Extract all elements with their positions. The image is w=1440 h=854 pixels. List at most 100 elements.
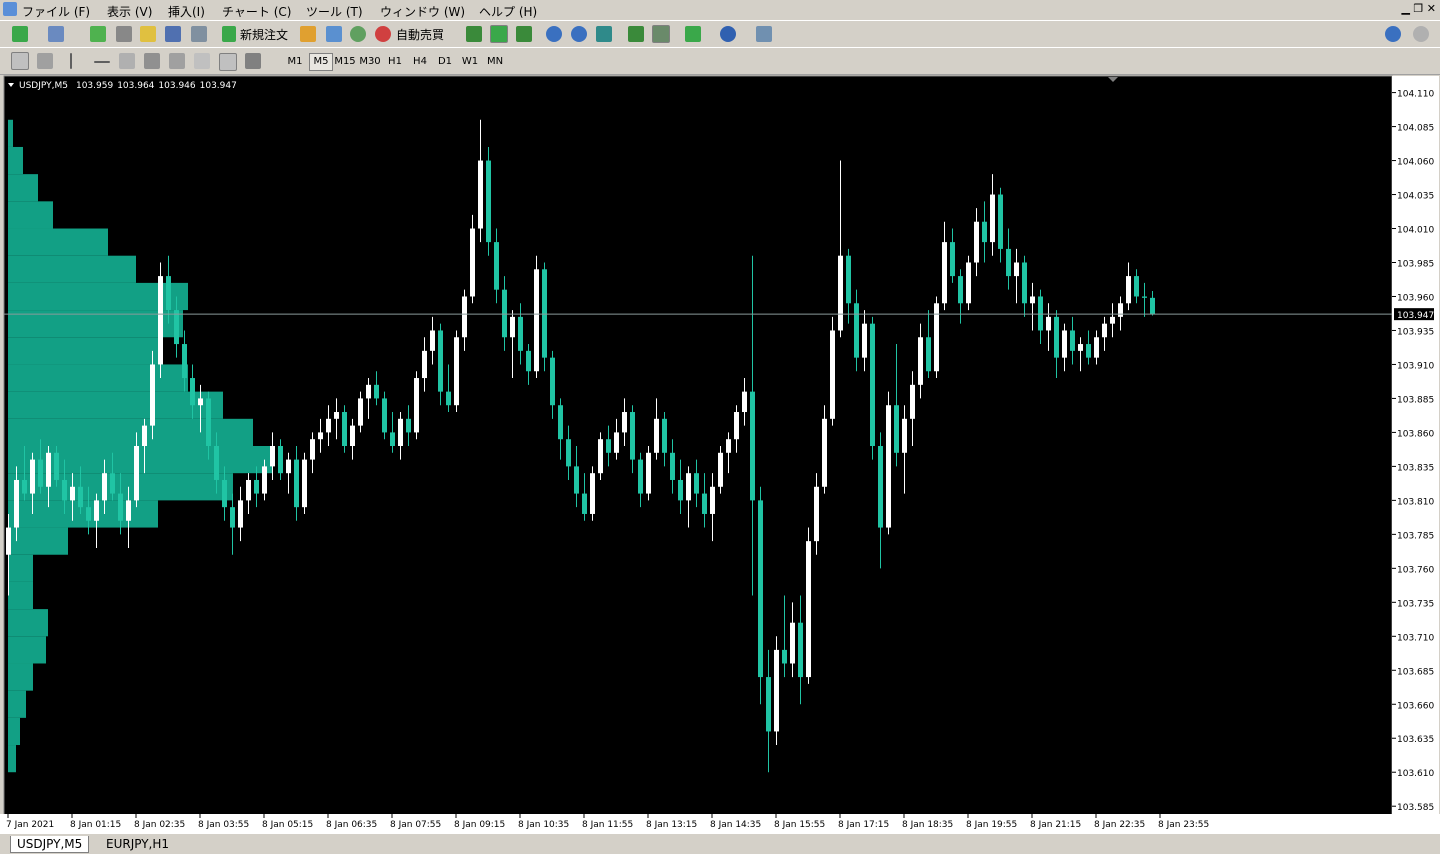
- chart-tab[interactable]: EURJPY,H1: [106, 837, 170, 851]
- candle-body: [350, 425, 355, 446]
- menu-item[interactable]: ウィンドウ (W): [380, 5, 466, 19]
- candle-body: [438, 330, 443, 392]
- cursor-tool[interactable]: [11, 52, 29, 70]
- candle: [310, 432, 315, 474]
- signals-icon[interactable]: [326, 26, 342, 42]
- profile-bar: [8, 609, 48, 637]
- candle: [246, 473, 251, 514]
- candle: [990, 174, 995, 256]
- profiles-icon[interactable]: [48, 26, 64, 42]
- candle: [670, 439, 675, 494]
- menu-item[interactable]: 挿入(I): [168, 5, 205, 19]
- chart-tab[interactable]: USDJPY,M5: [10, 836, 90, 853]
- metaeditor-icon[interactable]: [300, 26, 316, 42]
- ohlc-value: 103.946: [158, 81, 195, 91]
- timeframe-button[interactable]: M1: [287, 56, 303, 67]
- timeframe-button[interactable]: M30: [359, 56, 381, 67]
- new-order-icon[interactable]: [222, 26, 236, 42]
- candle: [854, 289, 859, 372]
- text-tool[interactable]: [194, 53, 210, 69]
- timeframe-button[interactable]: H4: [413, 56, 427, 67]
- menu-item[interactable]: ヘルプ (H): [479, 5, 538, 19]
- menu-item[interactable]: チャート (C): [222, 5, 292, 19]
- candle-body: [766, 677, 771, 732]
- candle: [1022, 255, 1027, 317]
- arrows-tool[interactable]: [245, 53, 261, 69]
- channel-tool[interactable]: [144, 53, 160, 69]
- market-icon[interactable]: [350, 26, 366, 42]
- candle-body: [782, 649, 787, 664]
- candle-body: [174, 310, 179, 345]
- timeframe-button[interactable]: D1: [437, 56, 453, 67]
- autotrading-button[interactable]: 自動売買: [396, 28, 445, 42]
- new-chart-icon[interactable]: [12, 26, 28, 42]
- timeframe-button[interactable]: M5: [309, 53, 333, 71]
- trendline-tool[interactable]: [119, 53, 135, 69]
- line-chart-icon[interactable]: [516, 26, 532, 42]
- zoom-out-icon[interactable]: [571, 26, 587, 42]
- profile-bar: [8, 636, 46, 664]
- tester-icon[interactable]: [191, 26, 207, 42]
- timeframe-button[interactable]: MN: [486, 56, 504, 67]
- new-order-button[interactable]: 新規注文: [240, 28, 289, 42]
- label-tool[interactable]: [219, 53, 237, 71]
- candle: [6, 513, 11, 596]
- timeframe-button[interactable]: W1: [461, 56, 479, 67]
- candle-body: [966, 262, 971, 304]
- timeframe-button[interactable]: M15: [334, 56, 356, 67]
- fibo-tool[interactable]: [169, 53, 185, 69]
- y-tick-label: 104.035: [1397, 192, 1434, 202]
- window-controls[interactable]: ▁ ❐ ✕: [1401, 2, 1436, 15]
- candle: [862, 310, 867, 372]
- autotrading-icon[interactable]: [375, 26, 391, 42]
- candle-body: [190, 378, 195, 406]
- candle: [190, 364, 195, 419]
- chart-shift-icon[interactable]: [652, 25, 670, 43]
- candle-body: [134, 446, 139, 501]
- time-scale: [0, 814, 1440, 834]
- candle-body: [166, 276, 171, 311]
- navigator-icon[interactable]: [140, 26, 156, 42]
- indicators-icon[interactable]: [685, 26, 701, 42]
- candle-body: [238, 500, 243, 528]
- candle-body: [854, 303, 859, 358]
- market-watch-icon[interactable]: [90, 26, 106, 42]
- profile-bar: [8, 337, 163, 365]
- candle: [686, 466, 691, 528]
- autoscroll-icon[interactable]: [628, 26, 644, 42]
- menu-item[interactable]: ファイル (F): [22, 5, 91, 19]
- search-icon[interactable]: [1385, 26, 1401, 42]
- candle: [238, 486, 243, 542]
- candle-body: [214, 446, 219, 480]
- menu-item[interactable]: 表示 (V): [107, 5, 153, 19]
- bar-chart-icon[interactable]: [466, 26, 482, 42]
- periods-icon[interactable]: [720, 26, 736, 42]
- candle-body: [646, 452, 651, 494]
- terminal-icon[interactable]: [165, 26, 181, 42]
- zoom-in-icon[interactable]: [546, 26, 562, 42]
- tile-icon[interactable]: [596, 26, 612, 42]
- candle: [734, 405, 739, 453]
- candle-body: [942, 242, 947, 304]
- candle: [790, 602, 795, 678]
- hline-tool[interactable]: [94, 61, 110, 63]
- vline-tool[interactable]: [70, 53, 72, 69]
- chat-icon[interactable]: [1413, 26, 1429, 42]
- candle-body: [718, 452, 723, 487]
- candle-body: [302, 459, 307, 508]
- y-tick-label: 103.910: [1397, 361, 1434, 371]
- menu-item[interactable]: ツール (T): [306, 5, 363, 19]
- candle: [1054, 310, 1059, 379]
- candle-body: [470, 228, 475, 297]
- timeframe-button[interactable]: H1: [388, 56, 402, 67]
- data-window-icon[interactable]: [116, 26, 132, 42]
- candle-chart-icon[interactable]: [490, 25, 508, 43]
- candle: [470, 214, 475, 304]
- y-tick-label: 104.085: [1397, 124, 1434, 134]
- crosshair-tool[interactable]: [37, 53, 53, 69]
- y-tick-label: 103.735: [1397, 599, 1434, 609]
- candle: [510, 310, 515, 379]
- candle-body: [54, 452, 59, 480]
- ohlc-value: 103.959: [76, 81, 113, 91]
- templates-icon[interactable]: [756, 26, 772, 42]
